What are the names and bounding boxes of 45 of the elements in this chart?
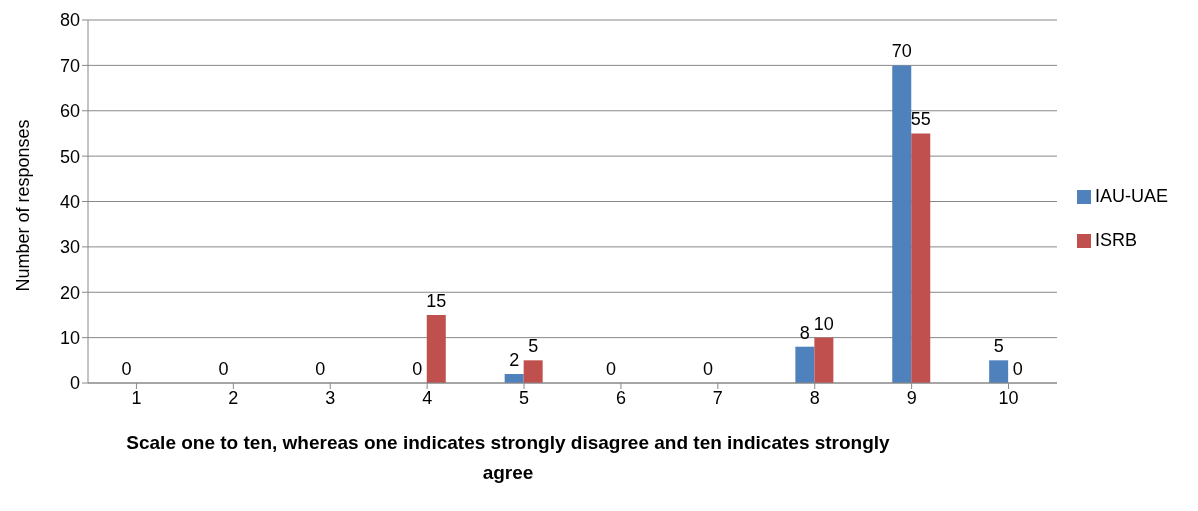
x-tick-label: 3 [325,387,336,408]
x-axis-title: Scale one to ten, whereas one indicates strongly disagree and ten indicates strongly agree [125,431,891,485]
data-label: 55 [910,109,931,130]
x-tick-label: 4 [422,387,433,408]
y-tick-label: 70 [59,55,80,76]
x-tick-label: 7 [712,387,723,408]
data-label: 10 [813,313,834,334]
bar [426,314,446,383]
y-tick-label: 10 [59,328,80,349]
data-label: 2 [509,349,520,370]
x-tick-label: 8 [809,387,820,408]
x-tick-label: 10 [998,387,1019,408]
y-tick-label: 20 [59,282,80,303]
x-tick-label: 5 [519,387,530,408]
legend-label: IAU-UAE [1094,186,1168,206]
bar [892,65,912,383]
data-label: 0 [121,359,132,379]
data-label: 0 [218,359,229,379]
data-label: 8 [799,322,810,343]
x-tick-label: 9 [906,387,917,408]
y-tick-label: 80 [59,10,80,31]
y-tick-label: 0 [69,373,80,394]
bar [795,346,815,383]
data-label: 70 [891,41,912,62]
bar [814,337,834,383]
data-label: 5 [528,336,539,357]
y-axis-title: Number of responses [13,119,34,292]
data-label: 5 [993,336,1004,357]
x-tick-label: 1 [131,387,142,408]
data-label: 0 [412,359,423,379]
y-tick-label: 60 [59,101,80,122]
data-label: 0 [1012,359,1023,379]
bar [911,133,931,383]
x-tick-label: 6 [615,387,626,408]
bar [523,360,543,383]
legend-label: ISRB [1094,230,1137,250]
bar [989,360,1009,383]
y-tick-label: 40 [59,191,80,212]
x-tick-label: 2 [228,387,239,408]
y-tick-label: 50 [59,146,80,167]
data-label: 0 [315,359,326,379]
y-tick-label: 30 [59,237,80,258]
data-label: 15 [426,290,447,311]
data-label: 0 [606,359,617,379]
data-label: 0 [702,359,713,379]
